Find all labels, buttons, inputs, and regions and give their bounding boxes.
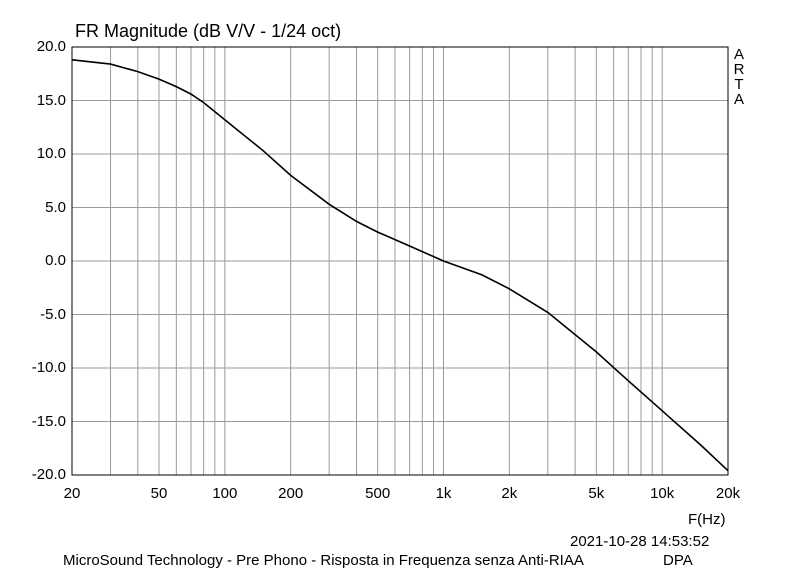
timestamp: 2021-10-28 14:53:52 [570,533,710,550]
brand-letter: T [734,76,744,93]
y-tick-label: 15.0 [36,91,66,109]
brand-letter: A [733,46,744,63]
plot-frame [71,46,729,476]
x-tick-label: 500 [365,485,391,502]
x-tick-label: 5k [588,485,605,502]
y-tick-label: -5.0 [40,305,66,323]
y-tick-label: 0.0 [45,252,66,269]
brand-letter: A [733,91,744,108]
footer-author: DPA [663,552,693,569]
series-line [71,59,729,472]
y-tick-label: 10.0 [36,145,66,162]
x-tick-label: 10k [650,485,675,502]
brand-letter: R [733,61,745,78]
x-axis-label: F(Hz) [688,511,726,528]
x-tick-label: 50 [150,485,168,502]
y-tick-label: -20.0 [31,466,66,483]
grid-lines [72,47,728,475]
x-tick-label: 1k [435,485,452,502]
chart-title: FR Magnitude (dB V/V - 1/24 oct) [75,21,342,41]
x-tick-label: 20k [715,485,741,502]
y-tick-label: -10.0 [31,359,66,376]
y-tick-label: -15.0 [31,412,66,430]
x-tick-label: 100 [212,485,238,502]
x-tick-label: 2k [501,485,518,502]
x-tick-label: 200 [278,485,304,502]
footer-caption: MicroSound Technology - Pre Phono - Risp… [63,552,584,569]
y-tick-label: 20.0 [36,38,66,55]
y-tick-label: 5.0 [45,198,66,216]
x-tick-label: 20 [63,485,81,502]
